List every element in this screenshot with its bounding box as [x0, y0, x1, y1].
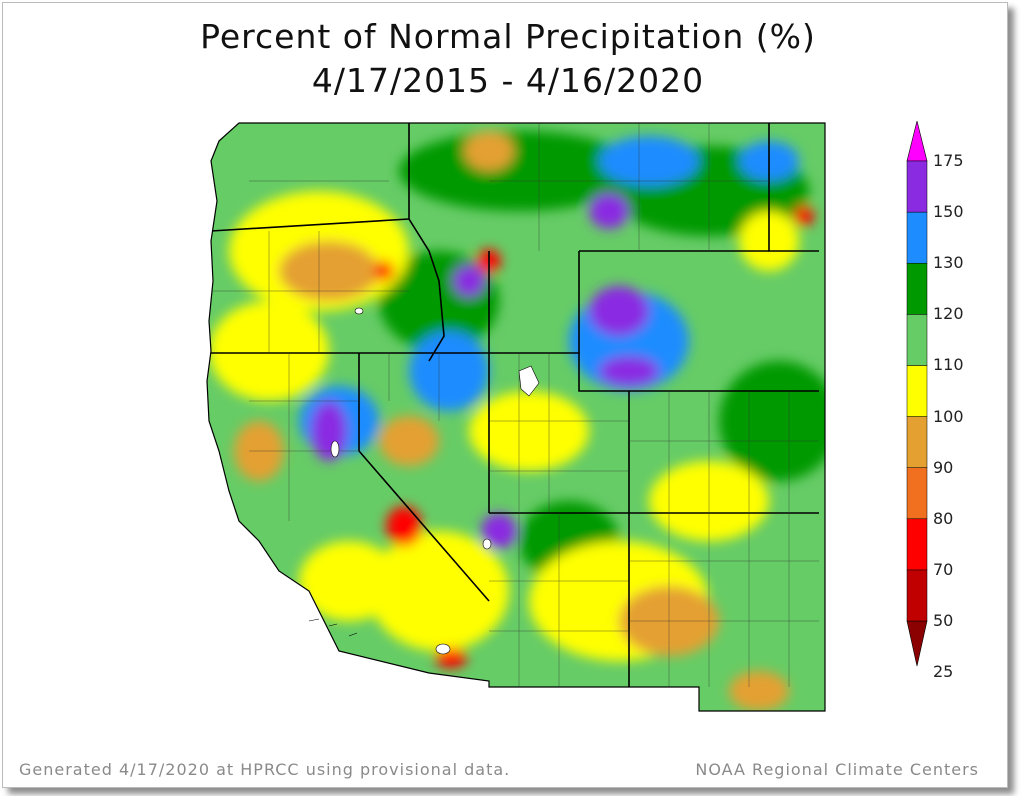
source-credit: NOAA Regional Climate Centers	[695, 760, 979, 779]
county-lines	[211, 123, 819, 687]
legend-label: 175	[933, 151, 964, 170]
klamath-lake	[354, 307, 364, 315]
legend-swatch	[906, 314, 928, 366]
legend-swatch	[906, 211, 928, 264]
legend-swatch	[906, 160, 928, 213]
generated-note: Generated 4/17/2020 at HPRCC using provi…	[19, 760, 511, 779]
color-scale-legend: 175 150 130 120 110 100 90 80 70 50 25	[903, 121, 993, 680]
legend-label: 150	[933, 202, 964, 222]
legend-label: 90	[933, 457, 954, 477]
legend-label: 120	[933, 304, 964, 324]
map-title: Percent of Normal Precipitation (%)	[200, 17, 816, 56]
legend-arrow-top	[906, 121, 928, 162]
legend-colorbar	[906, 121, 928, 667]
lakes	[330, 307, 540, 655]
legend-swatch	[906, 467, 928, 520]
legend-label: 100	[933, 406, 964, 426]
legend-arrow-bottom	[906, 620, 928, 667]
legend-label: 50	[933, 611, 954, 630]
legend-label: 80	[933, 508, 954, 528]
channel-islands	[308, 618, 358, 637]
precipitation-field	[207, 123, 825, 711]
coastline	[206, 122, 826, 712]
legend-swatch	[906, 262, 928, 315]
legend-label: 25	[933, 662, 954, 682]
lake-tahoe	[330, 440, 340, 458]
lake-mead	[482, 538, 492, 550]
legend-swatch	[906, 416, 928, 468]
figure-frame: Percent of Normal Precipitation (%) 4/17…	[2, 2, 1008, 788]
map-date-range: 4/17/2015 - 4/16/2020	[311, 61, 705, 100]
precipitation-map	[189, 121, 829, 715]
legend-swatch	[906, 569, 928, 622]
legend-label: 130	[933, 253, 964, 273]
legend-label: 70	[933, 559, 954, 579]
great-salt-lake	[518, 365, 540, 397]
legend-swatch	[906, 365, 928, 417]
legend-swatch	[906, 518, 928, 571]
legend-label: 110	[933, 355, 964, 375]
map-svg	[206, 122, 826, 712]
salton-sea	[435, 643, 451, 655]
